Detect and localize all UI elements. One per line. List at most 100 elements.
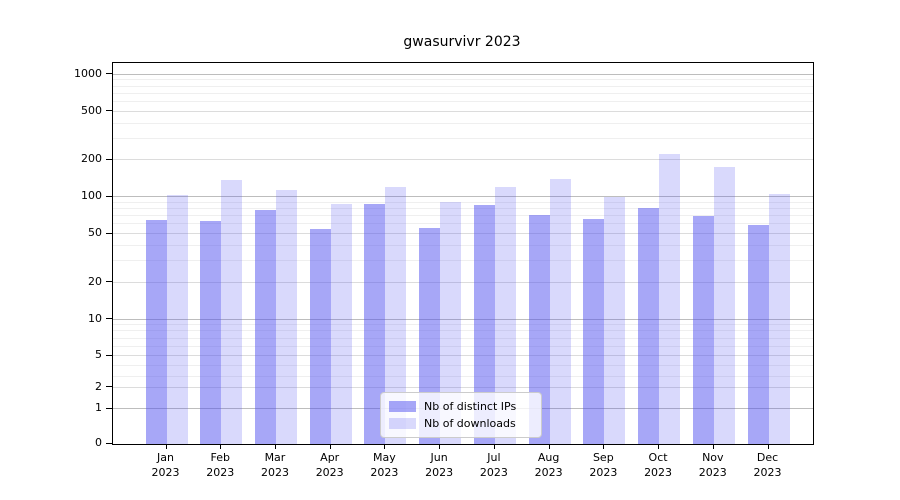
gridline-y-100 [113, 196, 813, 198]
gridline-y-7 [113, 337, 813, 339]
bar-distinct-ips-mar [254, 209, 276, 444]
y-tick-mark-0 [106, 442, 112, 444]
plot-area [112, 62, 814, 445]
y-tick-label-2: 2 [95, 379, 102, 393]
gridline-y-9 [113, 324, 813, 326]
legend-swatch-distinct-ips [389, 401, 416, 412]
x-tick-mark-aug [548, 444, 550, 449]
gridline-y-6 [113, 345, 813, 347]
bar-distinct-ips-dec [747, 224, 769, 444]
x-tick-mark-mar [274, 444, 276, 449]
y-tick-label-100: 100 [81, 189, 102, 203]
x-tick-mark-oct [658, 444, 660, 449]
y-tick-mark-500 [106, 110, 112, 112]
bar-downloads-oct [659, 154, 681, 444]
x-tick-label-apr: Apr 2023 [315, 451, 344, 479]
x-tick-label-aug: Aug 2023 [534, 451, 563, 479]
x-tick-label-nov: Nov 2023 [698, 451, 727, 479]
gridline-y-70 [113, 215, 813, 217]
gridline-y-3 [113, 375, 813, 377]
gridline-y-300 [113, 137, 813, 139]
bar-distinct-ips-jun [419, 228, 441, 444]
y-tick-mark-20 [106, 281, 112, 283]
x-tick-mark-dec [767, 444, 769, 449]
y-tick-label-1000: 1000 [74, 66, 102, 80]
bar-downloads-jun [440, 201, 462, 444]
gridline-y-5 [113, 355, 813, 357]
y-tick-label-10: 10 [88, 311, 102, 325]
legend: Nb of distinct IPs Nb of downloads [380, 392, 542, 438]
x-tick-mark-jun [439, 444, 441, 449]
x-tick-mark-jan [165, 444, 167, 449]
gridline-y-60 [113, 223, 813, 225]
y-tick-label-500: 500 [81, 103, 102, 117]
x-tick-label-oct: Oct 2023 [644, 451, 673, 479]
x-tick-label-jun: Jun 2023 [425, 451, 454, 479]
gridline-y-900 [113, 79, 813, 81]
gridline-y-200 [113, 159, 813, 161]
legend-label-distinct-ips: Nb of distinct IPs [424, 399, 517, 413]
x-tick-label-dec: Dec 2023 [753, 451, 782, 479]
legend-item-distinct-ips: Nb of distinct IPs [389, 398, 533, 415]
gridline-y-30 [113, 260, 813, 262]
y-tick-mark-1000 [106, 73, 112, 75]
legend-item-downloads: Nb of downloads [389, 415, 533, 432]
gridline-y-800 [113, 85, 813, 87]
gridline-y-500 [113, 110, 813, 112]
bar-downloads-dec [768, 193, 790, 444]
gridline-y-4 [113, 364, 813, 366]
bar-downloads-aug [549, 178, 571, 444]
y-tick-mark-2 [106, 386, 112, 387]
bar-distinct-ips-apr [309, 229, 331, 444]
y-tick-label-5: 5 [95, 348, 102, 362]
x-tick-label-feb: Feb 2023 [206, 451, 235, 479]
legend-swatch-downloads [389, 418, 416, 429]
y-tick-label-50: 50 [88, 226, 102, 240]
y-tick-mark-50 [106, 232, 112, 234]
bar-distinct-ips-jan [145, 220, 167, 444]
bar-distinct-ips-feb [200, 221, 222, 444]
bar-distinct-ips-aug [528, 214, 550, 444]
gridline-y-600 [113, 100, 813, 102]
y-tick-mark-10 [106, 318, 112, 320]
y-tick-mark-5 [106, 354, 112, 356]
y-tick-label-0: 0 [95, 436, 102, 450]
x-tick-label-sep: Sep 2023 [589, 451, 618, 479]
gridline-y-80 [113, 208, 813, 210]
x-tick-label-jan: Jan 2023 [151, 451, 180, 479]
y-tick-mark-200 [106, 158, 112, 160]
y-tick-label-1: 1 [95, 401, 102, 415]
x-tick-mark-jul [493, 444, 495, 449]
bar-downloads-apr [330, 204, 352, 444]
bar-downloads-may [385, 187, 407, 444]
bar-downloads-nov [713, 166, 735, 444]
x-tick-mark-nov [712, 444, 714, 449]
bar-downloads-jul [494, 187, 516, 444]
gridline-y-10 [113, 318, 813, 320]
gridline-y-1000 [113, 73, 813, 75]
gridline-y-400 [113, 122, 813, 124]
gridline-y-20 [113, 281, 813, 283]
y-tick-mark-1 [106, 407, 112, 409]
x-tick-label-jul: Jul 2023 [479, 451, 508, 479]
legend-label-downloads: Nb of downloads [424, 416, 516, 430]
y-tick-label-200: 200 [81, 152, 102, 166]
x-tick-label-may: May 2023 [370, 451, 399, 479]
bar-downloads-feb [221, 179, 243, 444]
gridline-y-90 [113, 201, 813, 203]
gridline-y-8 [113, 330, 813, 332]
gridline-y-40 [113, 244, 813, 246]
x-tick-label-mar: Mar 2023 [260, 451, 289, 479]
gridline-y-700 [113, 92, 813, 94]
bar-distinct-ips-sep [583, 218, 605, 444]
bar-downloads-mar [275, 189, 297, 444]
x-tick-mark-apr [329, 444, 331, 449]
y-tick-label-20: 20 [88, 274, 102, 288]
x-tick-mark-sep [603, 444, 605, 449]
bar-distinct-ips-jul [473, 204, 495, 444]
gridline-y-2 [113, 386, 813, 388]
chart-title: gwasurvivr 2023 [403, 34, 521, 50]
x-tick-mark-may [384, 444, 386, 449]
bar-distinct-ips-nov [692, 215, 714, 444]
